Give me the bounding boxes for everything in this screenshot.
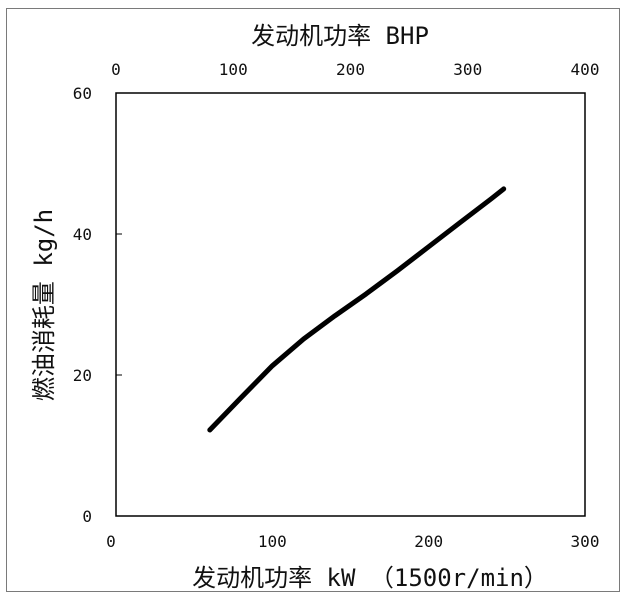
y-tick-label: 60 (73, 84, 92, 103)
chart-frame (6, 8, 620, 592)
x-axis-ticks: 0 100 200 300 (106, 532, 599, 551)
x-tick-label: 300 (571, 532, 600, 551)
top-tick-label: 100 (219, 60, 248, 79)
y-tick-label: 20 (73, 366, 92, 385)
top-tick-label: 300 (453, 60, 482, 79)
x-tick-label: 0 (106, 532, 116, 551)
y-tick-label: 0 (82, 507, 92, 526)
x-tick-label: 100 (258, 532, 287, 551)
series-layer (207, 186, 507, 433)
top-tick-label: 0 (111, 60, 121, 79)
x-tick-label: 200 (414, 532, 443, 551)
top-axis-title: 发动机功率 BHP (251, 22, 429, 50)
y-axis-title: 燃油消耗量 kg/h (30, 209, 58, 401)
series-line (207, 186, 507, 433)
plot-area (115, 92, 586, 517)
x-axis-title: 发动机功率 kW （1500r/min） (192, 564, 548, 592)
top-tick-label: 200 (336, 60, 365, 79)
y-axis-ticks: 0 20 40 60 (73, 84, 122, 526)
y-tick-label: 40 (73, 225, 92, 244)
top-tick-label: 400 (571, 60, 600, 79)
top-axis-ticks: 0 100 200 300 400 (111, 60, 599, 79)
